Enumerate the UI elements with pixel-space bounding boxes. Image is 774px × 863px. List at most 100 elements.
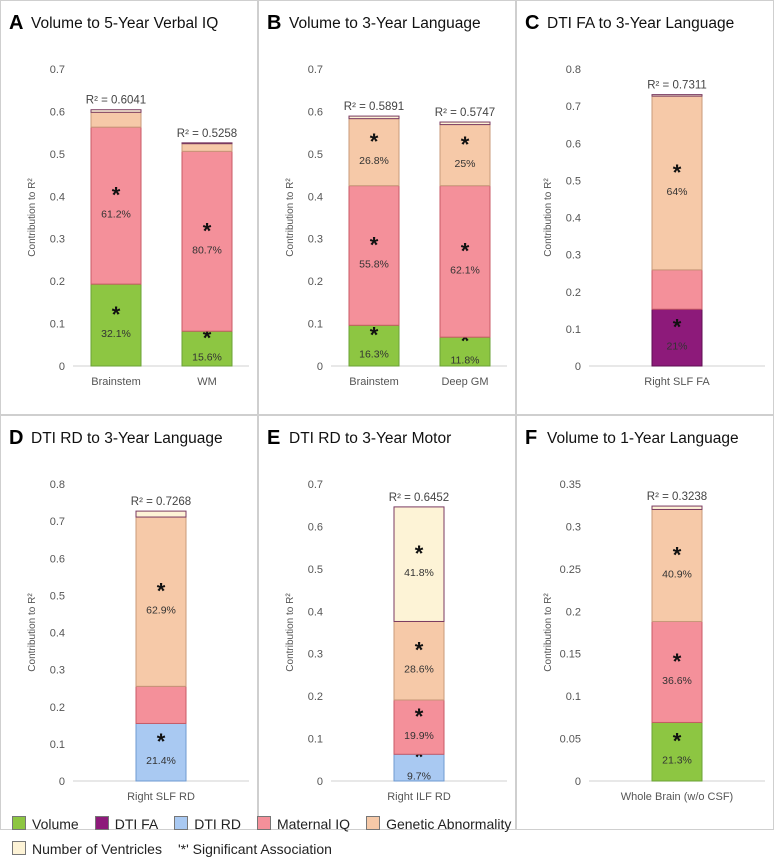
segment-percent-label: 16.3% xyxy=(359,349,389,361)
bar-segment-dti-fa xyxy=(651,308,703,367)
significance-star: * xyxy=(673,729,682,754)
chart-panel-f: F Volume to 1-Year Language Contribution t… xyxy=(516,415,774,830)
chart-svg: Contribution to R² 0 0.1 0.2 0.3 0.4 0.5 0.6 0.7… xyxy=(285,479,507,803)
panel-letter: C xyxy=(525,12,540,34)
chart-svg: Contribution to R² 0 0.1 0.2 0.3 0.4 0.5 0.6 0.7… xyxy=(543,64,765,388)
y-tick-label: 0.4 xyxy=(50,628,65,640)
y-tick-label: 0.7 xyxy=(308,64,323,76)
segment-percent-label: 19.9% xyxy=(404,730,434,742)
y-tick-label: 0.4 xyxy=(566,213,581,225)
y-tick-label: 0.7 xyxy=(566,101,581,113)
y-tick-label: 0.1 xyxy=(50,319,65,331)
segment-percent-label: 21.4% xyxy=(146,755,176,767)
segment-percent-label: 28.6% xyxy=(404,664,434,676)
x-category-label: Brainstem xyxy=(91,376,141,388)
y-tick-label: 0.7 xyxy=(50,516,65,528)
legend-row-1: Volume DTI FA DTI RD Maternal IQ Genetic Abn… xyxy=(12,815,527,832)
y-tick-label: 0.1 xyxy=(566,691,581,703)
legend-item-dti-fa: DTI FA xyxy=(94,816,158,832)
segment-percent-label: 15.6% xyxy=(192,352,222,364)
chart-title: DTI RD to 3-Year Language xyxy=(31,430,223,447)
y-tick-label: 0.5 xyxy=(566,175,581,187)
significance-star: * xyxy=(112,183,121,208)
legend-row-2: Number of Ventricles '*' Significant Asso… xyxy=(12,840,348,857)
y-tick-label: 0.2 xyxy=(566,606,581,618)
y-axis-label: Contribution to R² xyxy=(27,593,38,672)
legend-label: DTI RD xyxy=(194,816,241,833)
r2-label: R² = 0.5258 xyxy=(177,128,237,140)
x-category-label: Right SLF FA xyxy=(644,376,710,388)
y-axis-label: Contribution to R² xyxy=(27,178,38,257)
figure-grid: A Volume to 5-Year Verbal IQ Contribution … xyxy=(0,0,774,830)
y-tick-label: 0.5 xyxy=(50,590,65,602)
panel-letter: E xyxy=(267,427,281,449)
y-tick-label: 0.6 xyxy=(566,138,581,150)
y-tick-label: 0.2 xyxy=(50,702,65,714)
r2-label: R² = 0.6452 xyxy=(389,492,449,504)
y-tick-label: 0.5 xyxy=(308,564,323,576)
y-tick-label: 0 xyxy=(575,361,581,373)
segment-percent-label: 55.8% xyxy=(359,258,389,270)
significance-star: * xyxy=(370,323,379,348)
y-tick-label: 0.15 xyxy=(560,649,581,661)
segment-percent-label: 41.8% xyxy=(404,567,434,579)
x-category-label: WM xyxy=(197,376,217,388)
legend-item-dti-rd: DTI RD xyxy=(174,816,241,832)
legend-item-genetic-abnormality: Genetic Abnormality xyxy=(366,816,511,832)
segment-percent-label: 62.1% xyxy=(450,264,480,276)
legend: Volume DTI FA DTI RD Maternal IQ Genetic Abn… xyxy=(0,815,774,863)
legend-swatch xyxy=(94,816,109,831)
segment-percent-label: 11.8% xyxy=(451,355,480,367)
y-tick-label: 0.4 xyxy=(50,191,65,203)
bar-segment-number-of-ventricles xyxy=(90,109,142,113)
y-axis-label: Contribution to R² xyxy=(543,178,554,257)
x-category-label: Deep GM xyxy=(441,376,488,388)
segment-percent-label: 80.7% xyxy=(192,244,222,256)
bar-segment-maternal-iq xyxy=(135,685,187,724)
legend-swatch xyxy=(174,816,189,831)
significance-star: * xyxy=(461,238,470,263)
significance-star: * xyxy=(203,326,212,351)
legend-label: Number of Ventricles xyxy=(32,841,162,858)
y-tick-label: 0.3 xyxy=(50,234,65,246)
bar-segment-maternal-iq xyxy=(439,185,491,338)
chart-title: DTI FA to 3-Year Language xyxy=(547,15,735,32)
segment-percent-label: 21.3% xyxy=(662,755,692,767)
y-tick-label: 0.2 xyxy=(50,276,65,288)
chart-title: DTI RD to 3-Year Motor xyxy=(289,430,452,447)
y-tick-label: 0.1 xyxy=(308,734,323,746)
chart-svg: Contribution to R² 0 0.1 0.2 0.3 0.4 0.5 0.6 0.7… xyxy=(27,479,249,803)
legend-swatch xyxy=(12,816,26,831)
segment-percent-label: 64% xyxy=(666,186,687,198)
y-tick-label: 0.1 xyxy=(50,739,65,751)
y-axis-label: Contribution to R² xyxy=(285,178,296,257)
significance-star: * xyxy=(673,542,682,567)
bar-segment-number-of-ventricles xyxy=(393,506,445,622)
significance-star: * xyxy=(673,649,682,674)
chart-title: Volume to 5-Year Verbal IQ xyxy=(31,15,219,32)
y-tick-label: 0.5 xyxy=(50,149,65,161)
significance-star: * xyxy=(461,329,470,354)
chart-panel-a: A Volume to 5-Year Verbal IQ Contribution … xyxy=(0,0,258,415)
chart-svg: Contribution to R² 0 0.1 0.2 0.3 0.4 0.5 0.6 0.7… xyxy=(285,64,507,388)
bar-segment-number-of-ventricles xyxy=(181,142,233,145)
y-tick-label: 0.5 xyxy=(308,149,323,161)
significance-star: * xyxy=(370,232,379,257)
significance-star: * xyxy=(415,704,424,729)
bar-segment-dti-rd xyxy=(393,753,445,782)
r2-label: R² = 0.6041 xyxy=(86,95,146,107)
y-tick-label: 0 xyxy=(575,776,581,788)
legend-label: Maternal IQ xyxy=(276,816,351,833)
y-tick-label: 0.7 xyxy=(50,64,65,76)
bar-segment-genetic-abnormality xyxy=(393,620,445,701)
bar-segment-dti-rd xyxy=(135,722,187,782)
y-tick-label: 0.6 xyxy=(50,106,65,118)
r2-label: R² = 0.3238 xyxy=(647,491,707,503)
segment-percent-label: 61.2% xyxy=(101,209,131,221)
y-tick-label: 0.6 xyxy=(308,521,323,533)
y-tick-label: 0.2 xyxy=(308,691,323,703)
panel-letter: B xyxy=(267,12,282,34)
chart-svg: Contribution to R² 0 0.1 0.2 0.3 0.4 0.5 0.6 0.7… xyxy=(27,64,249,388)
r2-label: R² = 0.7268 xyxy=(131,496,191,508)
y-tick-label: 0 xyxy=(317,361,323,373)
